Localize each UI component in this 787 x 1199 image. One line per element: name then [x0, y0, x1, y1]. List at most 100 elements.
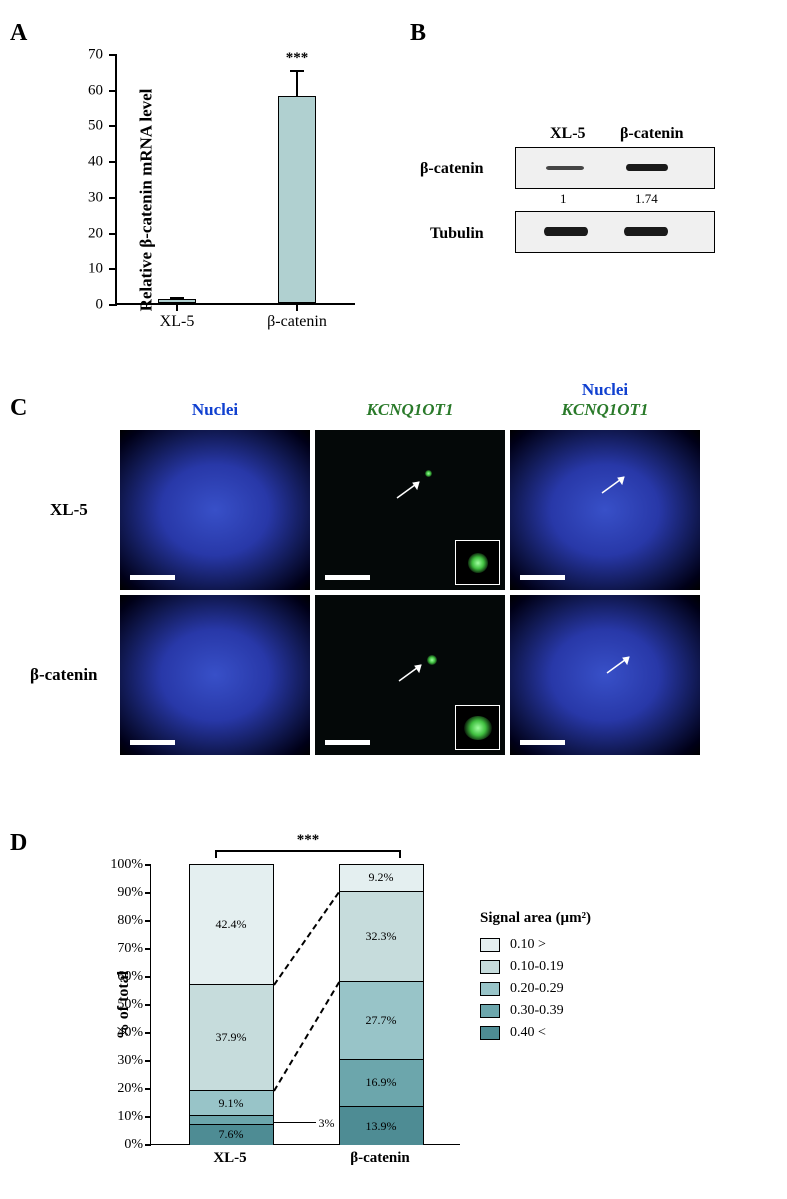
- green-signal: [425, 470, 432, 477]
- y-tick: [109, 233, 117, 235]
- scale-bar: [325, 740, 370, 745]
- connector-dash: [273, 982, 340, 1092]
- stacked-bar-1: 9.2%32.3%27.7%16.9%13.9%: [339, 864, 424, 1144]
- y-tick: [109, 90, 117, 92]
- y-tick-label: 40: [88, 154, 103, 171]
- micro-col-head-2: KCNQ1OT1: [315, 400, 505, 420]
- segment-1-2: 27.7%: [340, 981, 423, 1059]
- panel-a-plot-area: 010203040506070XL-5β-catenin***: [115, 55, 355, 305]
- error-bar: [296, 71, 298, 96]
- y-tick: [145, 920, 151, 922]
- scale-bar: [130, 575, 175, 580]
- y-tick: [145, 976, 151, 978]
- error-cap: [290, 70, 304, 72]
- panel-d-plot-area: 0%10%20%30%40%50%60%70%80%90%100%42.4%37…: [150, 865, 460, 1145]
- x-tick-label: XL-5: [213, 1150, 246, 1167]
- panel-b-western-blot: XL-5 β-catenin β-catenin 1 1.74 Tubulin: [420, 125, 740, 305]
- micro-row-label-1: XL-5: [50, 500, 88, 520]
- y-tick-label: 70: [88, 47, 103, 64]
- connector-dash: [273, 891, 340, 985]
- y-tick-label: 0%: [99, 1137, 143, 1153]
- y-tick-label: 0: [96, 297, 104, 314]
- y-tick: [145, 864, 151, 866]
- merge-nuclei-label: Nuclei: [582, 380, 628, 399]
- y-tick: [145, 1004, 151, 1006]
- arrow-icon: [600, 475, 630, 495]
- y-tick: [109, 161, 117, 163]
- legend-swatch: [480, 982, 500, 996]
- x-tick-label: β-catenin: [267, 313, 327, 331]
- legend-row-2: 0.20-0.29: [480, 981, 591, 997]
- panel-a-bar-chart: Relative β-catenin mRNA level 0102030405…: [65, 45, 375, 355]
- micro-r2-c1: [120, 595, 310, 755]
- arrow-icon: [395, 480, 425, 500]
- nuclei-label: Nuclei: [192, 400, 238, 419]
- y-tick-label: 20%: [99, 1081, 143, 1097]
- bar-1: [278, 96, 316, 303]
- legend-swatch: [480, 1026, 500, 1040]
- segment-0-1: 37.9%: [190, 984, 273, 1090]
- y-tick-label: 60%: [99, 969, 143, 985]
- x-tick: [296, 303, 298, 311]
- segment-0-3: [190, 1115, 273, 1123]
- segment-1-3: 16.9%: [340, 1059, 423, 1106]
- segment-1-4: 13.9%: [340, 1106, 423, 1145]
- y-tick-label: 10: [88, 261, 103, 278]
- y-tick: [109, 268, 117, 270]
- sig-label-d: ***: [297, 832, 320, 849]
- scale-bar: [325, 575, 370, 580]
- legend-swatch: [480, 1004, 500, 1018]
- micro-r2-c2: [315, 595, 505, 755]
- micro-col-head-1: Nuclei: [120, 400, 310, 420]
- blot-col-1: XL-5: [550, 125, 586, 143]
- y-tick-label: 50: [88, 118, 103, 135]
- micro-row-label-2: β-catenin: [30, 665, 98, 685]
- y-tick: [109, 125, 117, 127]
- external-segment-label: 3%: [319, 1116, 335, 1131]
- y-tick-label: 40%: [99, 1025, 143, 1041]
- panel-d-stacked-bar: % of total 0%10%20%30%40%50%60%70%80%90%…: [80, 830, 700, 1180]
- inset: [455, 705, 500, 750]
- y-tick-label: 50%: [99, 997, 143, 1013]
- segment-0-4: 7.6%: [190, 1124, 273, 1145]
- legend-row-4: 0.40 <: [480, 1025, 591, 1041]
- x-tick-label: β-catenin: [350, 1150, 410, 1167]
- y-tick-label: 30: [88, 189, 103, 206]
- panel-label-c: C: [10, 395, 27, 422]
- y-tick: [145, 1088, 151, 1090]
- legend-row-0: 0.10 >: [480, 937, 591, 953]
- inset-signal: [464, 716, 492, 740]
- x-tick-label: XL-5: [160, 313, 195, 331]
- y-tick: [109, 54, 117, 56]
- y-tick: [145, 1060, 151, 1062]
- error-cap: [170, 297, 184, 299]
- legend-label: 0.30-0.39: [510, 1003, 564, 1019]
- y-tick: [109, 304, 117, 306]
- panel-label-d: D: [10, 830, 27, 857]
- y-tick-label: 70%: [99, 941, 143, 957]
- y-tick: [109, 197, 117, 199]
- band-r2-c2: [624, 227, 668, 236]
- band-r1-c1: [546, 166, 584, 170]
- legend-title: Signal area (μm²): [480, 910, 591, 927]
- y-tick: [145, 948, 151, 950]
- micro-r1-c2: [315, 430, 505, 590]
- segment-1-0: 9.2%: [340, 865, 423, 891]
- panel-label-a: A: [10, 20, 27, 47]
- segment-0-0: 42.4%: [190, 865, 273, 984]
- y-tick: [145, 1032, 151, 1034]
- micro-r1-c1: [120, 430, 310, 590]
- kcnq1ot1-label: KCNQ1OT1: [367, 400, 454, 419]
- micro-r1-c3: [510, 430, 700, 590]
- blot-val-2: 1.74: [635, 191, 658, 207]
- legend-swatch: [480, 938, 500, 952]
- sig-bracket: [215, 850, 400, 852]
- y-tick: [145, 1116, 151, 1118]
- y-tick-label: 90%: [99, 885, 143, 901]
- segment-1-1: 32.3%: [340, 891, 423, 981]
- legend-label: 0.10-0.19: [510, 959, 564, 975]
- y-tick-label: 20: [88, 225, 103, 242]
- blot-col-2: β-catenin: [620, 125, 684, 143]
- band-r2-c1: [544, 227, 588, 236]
- inset-signal: [468, 553, 488, 573]
